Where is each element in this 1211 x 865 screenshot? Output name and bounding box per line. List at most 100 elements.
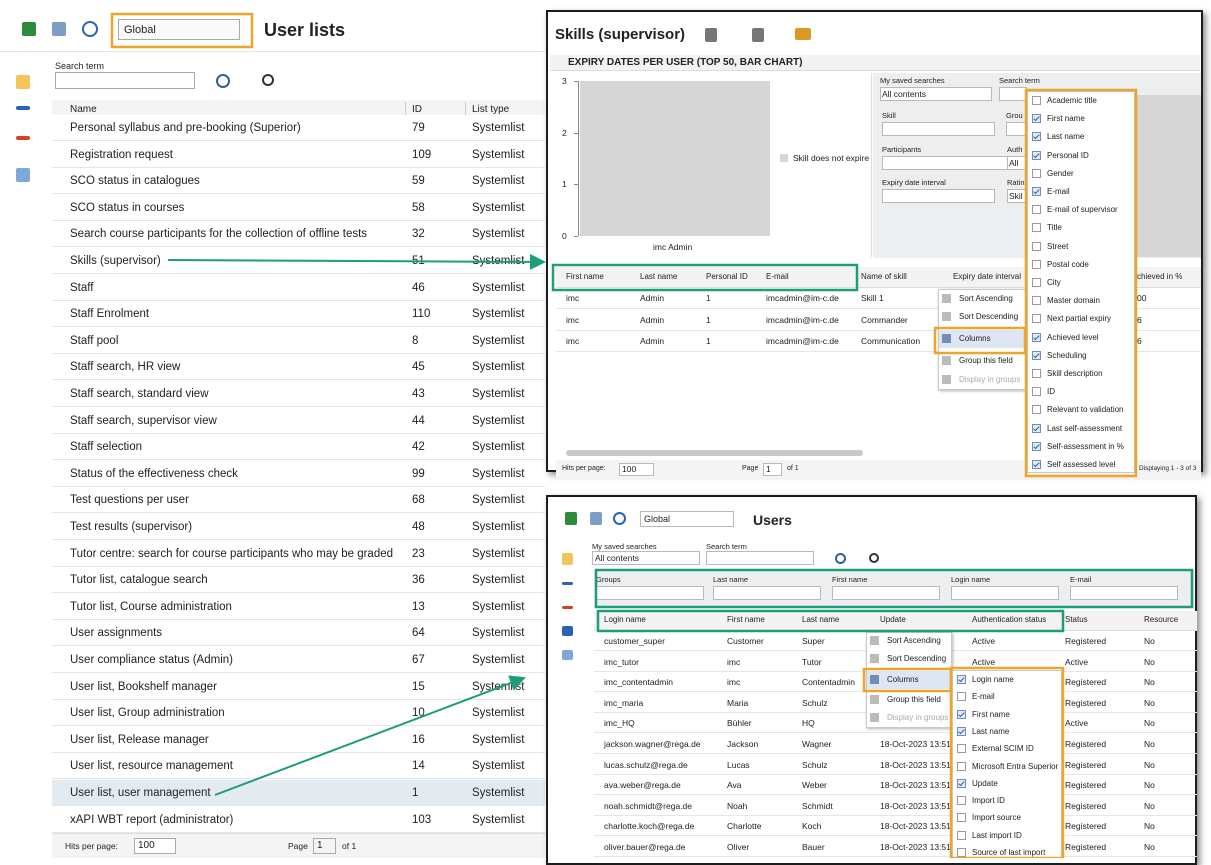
grid-row[interactable] <box>594 775 1197 796</box>
list-row[interactable] <box>52 301 545 328</box>
checkbox[interactable] <box>1032 387 1041 397</box>
checkbox[interactable] <box>957 726 966 736</box>
grid-row[interactable] <box>556 288 1201 309</box>
checkbox[interactable] <box>957 709 966 719</box>
list-row[interactable] <box>52 806 545 833</box>
search-button[interactable] <box>216 74 230 88</box>
list-row[interactable] <box>52 540 545 567</box>
checkbox[interactable] <box>1032 114 1041 124</box>
checkbox[interactable] <box>1032 187 1041 196</box>
grid-row[interactable] <box>594 713 1197 734</box>
list-row[interactable] <box>52 407 545 434</box>
list-row[interactable] <box>52 115 545 141</box>
list-row[interactable] <box>52 354 545 381</box>
checkbox[interactable] <box>1032 205 1041 215</box>
checkbox[interactable] <box>957 675 966 684</box>
grid-row[interactable] <box>594 796 1197 816</box>
menu-item[interactable]: Columns <box>959 334 991 343</box>
filter-input[interactable] <box>882 189 995 203</box>
checkbox[interactable] <box>1032 460 1041 469</box>
checkbox[interactable] <box>1032 168 1041 178</box>
filter-input[interactable] <box>999 87 1027 101</box>
checkbox[interactable] <box>1032 369 1041 378</box>
saved-select[interactable] <box>592 551 700 565</box>
y-axis <box>578 81 579 236</box>
checkbox[interactable] <box>957 744 966 754</box>
checkbox[interactable] <box>1032 223 1041 233</box>
menu-item[interactable]: Sort Ascending <box>959 294 1013 303</box>
checkbox[interactable] <box>1032 132 1041 142</box>
menu-item[interactable]: Group this field <box>959 356 1013 365</box>
filter-input[interactable] <box>832 586 940 600</box>
list-row[interactable] <box>52 620 545 647</box>
list-row[interactable] <box>52 647 545 673</box>
grid-row[interactable] <box>556 310 1201 331</box>
search-button[interactable] <box>262 74 274 86</box>
cell: Staff selection <box>70 441 143 454</box>
scope-select[interactable] <box>640 511 734 527</box>
checkbox[interactable] <box>1032 441 1041 451</box>
search-input[interactable] <box>55 72 195 89</box>
grid-row[interactable] <box>556 331 1201 352</box>
checkbox[interactable] <box>1032 423 1041 433</box>
grid-row[interactable] <box>594 837 1197 857</box>
list-row[interactable] <box>52 274 545 301</box>
checkbox[interactable] <box>1032 150 1041 160</box>
filter-input[interactable] <box>882 156 1008 170</box>
icon <box>16 75 30 89</box>
list-row[interactable] <box>52 221 545 248</box>
list-row[interactable] <box>52 434 545 461</box>
menu-item[interactable]: Sort Descending <box>887 654 947 663</box>
search-button[interactable] <box>835 553 846 564</box>
hits-select[interactable] <box>619 463 654 476</box>
grid-row[interactable] <box>594 734 1197 754</box>
menu-item[interactable]: Sort Descending <box>959 312 1019 321</box>
page-input[interactable] <box>313 838 336 854</box>
filter-input[interactable] <box>882 122 995 136</box>
filter-input[interactable] <box>1070 586 1178 600</box>
menu-item[interactable]: Display in groups <box>887 713 949 722</box>
checkbox[interactable] <box>957 848 966 857</box>
checkbox[interactable] <box>1032 96 1041 105</box>
list-row[interactable] <box>52 327 545 354</box>
checkbox[interactable] <box>1032 314 1041 324</box>
checkbox[interactable] <box>1032 241 1041 251</box>
list-row[interactable] <box>52 487 545 514</box>
menu-item[interactable]: Sort Ascending <box>887 636 941 645</box>
checkbox[interactable] <box>957 692 966 702</box>
list-row[interactable] <box>52 141 545 168</box>
checkbox[interactable] <box>1032 332 1041 342</box>
list-row[interactable] <box>52 168 545 195</box>
checkbox[interactable] <box>1032 259 1041 269</box>
filter-input[interactable] <box>713 586 821 600</box>
checkbox[interactable] <box>1032 278 1041 287</box>
grid-row[interactable] <box>594 816 1197 837</box>
menu-item[interactable]: Display in groups <box>959 375 1021 384</box>
column-option: Postal code <box>1047 259 1089 269</box>
search-input[interactable] <box>706 551 814 565</box>
checkbox[interactable] <box>1032 296 1041 306</box>
checkbox[interactable] <box>1032 405 1041 415</box>
filter-input[interactable] <box>1006 122 1027 136</box>
list-row[interactable] <box>52 514 545 540</box>
list-row[interactable] <box>52 460 545 487</box>
filter-input[interactable] <box>951 586 1059 600</box>
search-button[interactable] <box>869 553 879 563</box>
grid-row[interactable] <box>594 755 1197 775</box>
checkbox[interactable] <box>957 778 966 788</box>
list-row[interactable] <box>52 567 545 594</box>
checkbox[interactable] <box>957 796 966 806</box>
list-row[interactable] <box>52 593 545 620</box>
checkbox[interactable] <box>957 813 966 823</box>
menu-item[interactable]: Group this field <box>887 695 941 704</box>
list-row[interactable] <box>52 381 545 407</box>
menu-item[interactable]: Columns <box>887 675 919 684</box>
filter-input[interactable] <box>596 586 704 600</box>
list-row[interactable] <box>52 194 545 221</box>
filter-input[interactable] <box>880 87 992 101</box>
page-input[interactable] <box>763 463 782 476</box>
hits-select[interactable] <box>134 838 176 854</box>
checkbox[interactable] <box>957 761 966 771</box>
checkbox[interactable] <box>957 830 966 840</box>
checkbox[interactable] <box>1032 350 1041 360</box>
